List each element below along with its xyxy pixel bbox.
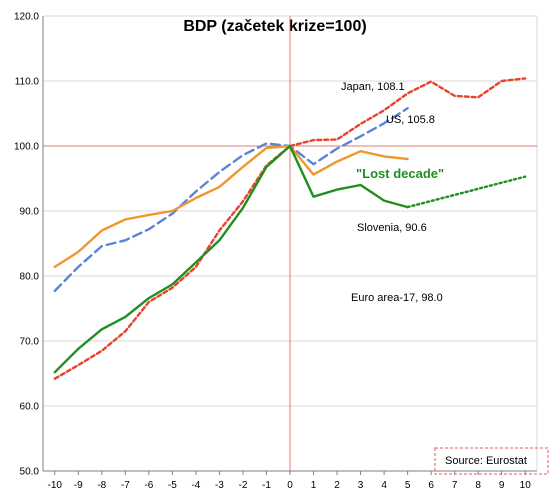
- y-axis-ticks: 50.0 60.0 70.0 80.0 90.0 100.0 110.0 120.0: [14, 12, 39, 478]
- source-box: [434, 447, 549, 475]
- x-tick-label: -8: [97, 480, 106, 491]
- source-label: Source: Eurostat: [445, 455, 527, 467]
- series-line-2: [53, 144, 409, 269]
- series-line-1: [53, 107, 409, 293]
- x-tick-label: 10: [520, 480, 532, 491]
- annotation-us: US, 105.8: [386, 114, 435, 126]
- y-tick-label: 120.0: [14, 12, 39, 23]
- annotation-slovenia: Slovenia, 90.6: [357, 222, 427, 234]
- x-tick-label: 1: [311, 480, 317, 491]
- chart-title: BDP (začetek krize=100): [183, 18, 366, 35]
- x-tick-label: -9: [74, 480, 83, 491]
- y-tick-label: 100.0: [14, 142, 39, 153]
- x-tick-label: 4: [381, 480, 387, 491]
- series-line-4: [406, 175, 527, 209]
- x-tick-label: -2: [238, 480, 247, 491]
- annotation-euro: Euro area-17, 98.0: [351, 292, 443, 304]
- x-tick-label: 3: [358, 480, 364, 491]
- annotation-japan: Japan, 108.1: [341, 81, 405, 93]
- series-line-3: [53, 144, 409, 374]
- y-tick-label: 50.0: [20, 467, 40, 478]
- annotation-lost-decade: "Lost decade": [356, 166, 444, 181]
- y-tick-label: 70.0: [20, 337, 40, 348]
- x-tick-label: 8: [475, 480, 481, 491]
- y-tick-label: 60.0: [20, 402, 40, 413]
- x-axis-ticks: -10 -9 -8 -7 -6 -5 -4 -3 -2 -1 0 1 2 3 4 5 6 7 8 9 10: [48, 471, 532, 491]
- x-tick-label: 9: [499, 480, 505, 491]
- x-tick-label: -1: [262, 480, 271, 491]
- x-tick-label: -3: [215, 480, 224, 491]
- x-tick-label: -10: [48, 480, 63, 491]
- x-tick-label: 7: [452, 480, 458, 491]
- x-tick-label: -7: [121, 480, 130, 491]
- x-tick-label: 2: [334, 480, 340, 491]
- x-tick-label: -5: [168, 480, 177, 491]
- x-tick-label: 0: [287, 480, 293, 491]
- y-tick-label: 80.0: [20, 272, 40, 283]
- x-tick-label: 6: [428, 480, 434, 491]
- y-tick-label: 90.0: [20, 207, 40, 218]
- y-tick-label: 110.0: [15, 77, 40, 88]
- series-group: [53, 77, 527, 380]
- x-tick-label: -4: [191, 480, 200, 491]
- x-tick-label: 5: [405, 480, 411, 491]
- x-tick-label: -6: [144, 480, 153, 491]
- reference-lines: [43, 16, 537, 471]
